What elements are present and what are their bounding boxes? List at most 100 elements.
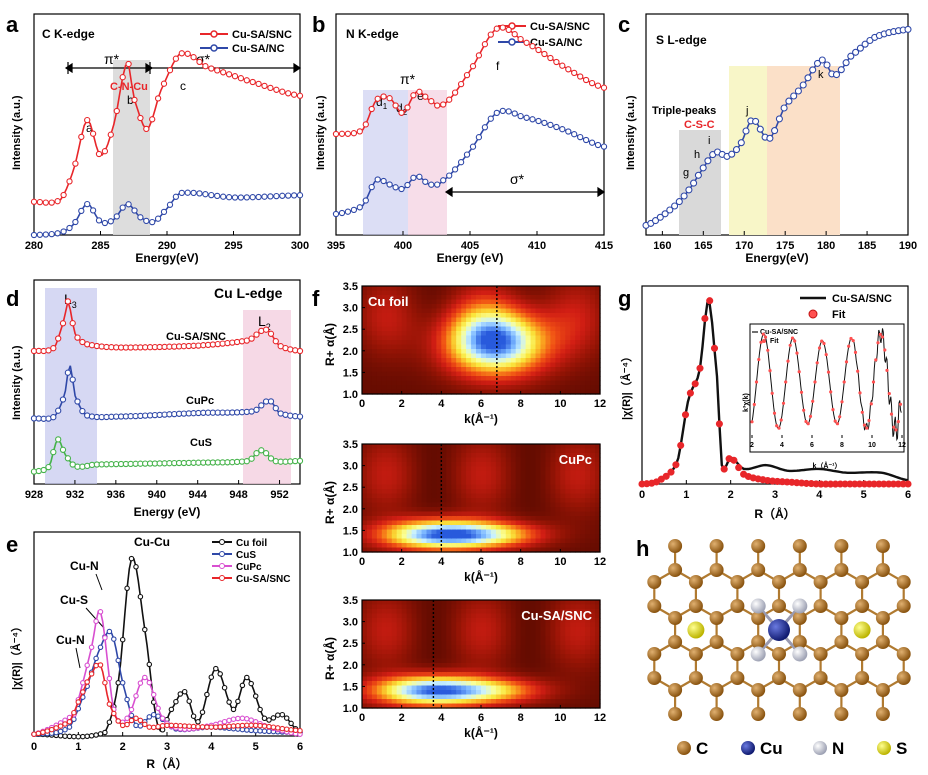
panel-f-cell xyxy=(441,618,447,624)
panel-f-cell xyxy=(481,389,487,395)
panel-f-cell xyxy=(545,600,552,606)
panel-f-cell xyxy=(367,631,373,637)
panel-e-series-0-markers xyxy=(31,555,303,740)
panel-f-cell xyxy=(386,525,393,531)
panel-f-cell xyxy=(486,295,492,301)
panel-f-cell xyxy=(500,335,507,341)
panel-f-cell xyxy=(560,313,566,319)
panel-a-series-1-markers xyxy=(30,189,304,239)
panel-b-legend-1: Cu-SA/SNC xyxy=(530,21,590,33)
panel-d-series-1-point xyxy=(50,414,57,421)
panel-f-cell xyxy=(540,511,547,517)
carbon-atom xyxy=(792,539,807,553)
panel-f-cell xyxy=(560,376,566,382)
panel-f-cell xyxy=(461,484,467,490)
panel-d-series-2-point xyxy=(262,450,270,457)
panel-f-cell xyxy=(481,453,487,459)
panel-e-series-1-point xyxy=(261,728,268,734)
panel-f-cell xyxy=(431,493,437,499)
panel-f-cell xyxy=(570,295,576,301)
panel-f-cell xyxy=(421,385,428,391)
panel-g-inset-fit-point xyxy=(797,370,801,374)
panel-f-cell xyxy=(555,462,561,468)
panel-f-cell xyxy=(376,462,383,468)
panel-f-cell xyxy=(595,358,601,364)
panel-f-cell xyxy=(411,489,418,495)
panel-f-cell xyxy=(471,475,477,481)
panel-f-cell xyxy=(525,489,532,495)
panel-f-cell xyxy=(490,534,497,540)
panel-f-cell xyxy=(545,484,552,490)
panel-f-cell xyxy=(376,511,383,517)
panel-f-cell xyxy=(381,322,388,328)
panel-f-cell xyxy=(510,448,517,454)
panel-f-cell xyxy=(446,385,452,391)
panel-f-cell xyxy=(362,520,368,526)
panel-f-cell xyxy=(456,516,462,522)
panel-f-cell xyxy=(376,376,383,382)
panel-f-cell xyxy=(396,493,403,499)
panel-f-cell xyxy=(585,362,591,368)
panel-f-cell xyxy=(436,308,442,314)
panel-f-cell xyxy=(560,335,566,341)
panel-f-cell xyxy=(386,681,393,687)
panel-f-cell xyxy=(426,313,433,319)
panel-f-cell xyxy=(461,389,467,395)
panel-f-cell xyxy=(367,613,373,619)
panel-f-cell xyxy=(362,389,368,395)
panel-f-cell xyxy=(367,498,373,504)
panel-f-cell xyxy=(451,462,457,468)
panel-g-inset-fit-point xyxy=(770,391,774,395)
panel-f-cell xyxy=(386,493,393,499)
panel-f-cell xyxy=(401,340,408,346)
panel-f-cell xyxy=(431,344,437,350)
panel-f-cell xyxy=(500,340,507,346)
panel-f-cell xyxy=(381,600,388,606)
panel-f-cell xyxy=(505,649,512,655)
panel-f-cell xyxy=(570,600,576,606)
panel-f-cell xyxy=(505,498,512,504)
panel-f-cell xyxy=(505,627,512,633)
panel-f-cell xyxy=(446,681,452,687)
panel-f-cell xyxy=(481,703,487,709)
panel-f-cell xyxy=(416,462,423,468)
panel-f-cell xyxy=(381,703,388,709)
panel-f-cell xyxy=(461,645,467,651)
panel-f-cell xyxy=(540,699,547,705)
panel-f-cell xyxy=(560,480,566,486)
panel-f-cell xyxy=(441,520,447,526)
panel-f-cell xyxy=(515,658,522,664)
panel-f-cell xyxy=(540,349,547,355)
panel-f-cell xyxy=(391,493,398,499)
panel-f-cell xyxy=(386,690,393,696)
panel-f-cell xyxy=(490,313,497,319)
panel-f-cell xyxy=(386,367,393,373)
panel-a-series-1-point xyxy=(172,193,180,200)
panel-f-cell xyxy=(396,340,403,346)
panel-g-inset-fit-point xyxy=(851,339,855,343)
panel-g-inset-fit-point xyxy=(842,380,846,384)
panel-f-cell xyxy=(560,353,566,359)
panel-f-cell xyxy=(396,448,403,454)
panel-f-cell xyxy=(456,299,462,305)
panel-f-cell xyxy=(575,299,581,305)
panel-f-ylabel: R+ α(Å) xyxy=(322,323,337,366)
panel-f-cell xyxy=(456,618,462,624)
panel-f-cell xyxy=(441,453,447,459)
panel-f-cell xyxy=(362,622,368,628)
panel-f-cell xyxy=(436,489,442,495)
panel-f-cell xyxy=(416,358,423,364)
panel-b-series-1-point xyxy=(392,184,399,191)
panel-d-series-0-point xyxy=(253,331,260,338)
panel-f-cell xyxy=(555,613,561,619)
panel-f-cell xyxy=(580,493,586,499)
panel-f-cell xyxy=(525,444,532,450)
panel-f-cell xyxy=(401,520,408,526)
panel-f-cell xyxy=(486,299,492,305)
panel-f-cell xyxy=(406,604,413,610)
panel-f-cell xyxy=(362,534,368,540)
panel-f-cell xyxy=(436,453,442,459)
panel-f-cell xyxy=(456,489,462,495)
panel-c-peak-h: h xyxy=(694,149,700,161)
panel-f-cell xyxy=(381,326,388,332)
